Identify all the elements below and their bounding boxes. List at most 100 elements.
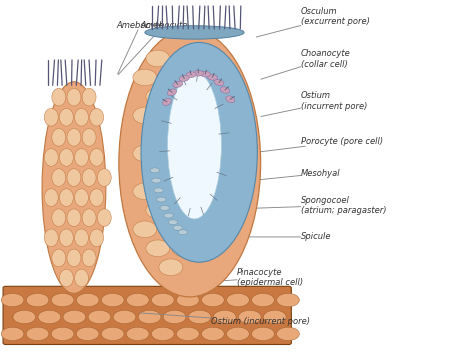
Ellipse shape [44,189,58,206]
Ellipse shape [146,202,170,219]
Ellipse shape [185,145,209,162]
Ellipse shape [185,221,209,238]
Ellipse shape [82,129,96,146]
Ellipse shape [67,88,81,106]
Ellipse shape [59,229,73,247]
Ellipse shape [67,249,81,267]
Ellipse shape [185,183,209,200]
Ellipse shape [173,225,182,230]
Ellipse shape [74,269,89,287]
Ellipse shape [178,230,188,235]
Ellipse shape [167,72,221,219]
Text: Porocyte (pore cell): Porocyte (pore cell) [259,137,383,152]
Ellipse shape [159,107,183,124]
Ellipse shape [51,327,74,341]
Ellipse shape [82,209,96,227]
Ellipse shape [146,88,170,105]
Ellipse shape [159,145,183,162]
Ellipse shape [159,221,183,238]
Ellipse shape [97,209,111,227]
Ellipse shape [176,293,199,307]
Ellipse shape [38,310,61,324]
Ellipse shape [145,26,244,39]
Ellipse shape [127,293,149,307]
Text: Pinacocyte
(epidermal cell): Pinacocyte (epidermal cell) [171,268,303,287]
Ellipse shape [172,88,196,105]
Ellipse shape [44,108,58,126]
Ellipse shape [152,293,174,307]
Ellipse shape [193,70,203,76]
Ellipse shape [133,69,157,86]
Ellipse shape [82,249,96,267]
Text: Choanocyte
(collar cell): Choanocyte (collar cell) [261,49,351,79]
Ellipse shape [44,149,58,166]
Ellipse shape [133,221,157,238]
Ellipse shape [146,164,170,181]
Ellipse shape [179,75,189,81]
Ellipse shape [188,310,211,324]
Ellipse shape [74,189,89,206]
Ellipse shape [172,50,196,67]
Ellipse shape [63,310,86,324]
Ellipse shape [163,310,186,324]
Ellipse shape [13,310,36,324]
Ellipse shape [44,229,58,247]
Ellipse shape [67,209,81,227]
Ellipse shape [74,229,89,247]
Ellipse shape [172,240,196,257]
Ellipse shape [141,42,257,262]
Ellipse shape [26,293,49,307]
Ellipse shape [213,310,236,324]
Ellipse shape [82,169,96,186]
Ellipse shape [1,327,24,341]
Ellipse shape [26,327,49,341]
Ellipse shape [226,96,235,103]
Ellipse shape [88,310,111,324]
Ellipse shape [164,213,173,218]
Ellipse shape [133,107,157,124]
Ellipse shape [76,293,99,307]
Ellipse shape [198,126,222,143]
Ellipse shape [168,220,178,225]
Ellipse shape [97,169,111,186]
Ellipse shape [90,229,104,247]
Ellipse shape [176,327,199,341]
Ellipse shape [67,129,81,146]
Ellipse shape [167,89,177,96]
Ellipse shape [185,107,209,124]
Ellipse shape [252,293,274,307]
Ellipse shape [90,189,104,206]
Ellipse shape [119,29,261,297]
Ellipse shape [42,82,106,293]
Ellipse shape [59,269,73,287]
Ellipse shape [252,327,274,341]
Ellipse shape [113,310,136,324]
Ellipse shape [138,310,161,324]
Ellipse shape [59,149,73,166]
Ellipse shape [90,108,104,126]
Ellipse shape [227,293,249,307]
Text: Ostium
(incurrent pore): Ostium (incurrent pore) [261,91,367,116]
Ellipse shape [52,209,66,227]
Text: Amebocyte: Amebocyte [118,21,188,74]
Ellipse shape [90,149,104,166]
Ellipse shape [150,168,160,173]
Ellipse shape [1,293,24,307]
Ellipse shape [186,72,196,78]
Ellipse shape [101,327,124,341]
Ellipse shape [198,164,222,181]
Ellipse shape [133,145,157,162]
Ellipse shape [220,87,230,93]
Ellipse shape [200,71,210,77]
Text: Osculum
(excurrent pore): Osculum (excurrent pore) [256,7,370,37]
Ellipse shape [159,183,183,200]
Ellipse shape [146,126,170,143]
Ellipse shape [133,183,157,200]
Ellipse shape [146,240,170,257]
Ellipse shape [74,108,89,126]
Ellipse shape [76,327,99,341]
Ellipse shape [201,327,224,341]
Ellipse shape [127,327,149,341]
Ellipse shape [52,129,66,146]
FancyBboxPatch shape [3,286,292,344]
